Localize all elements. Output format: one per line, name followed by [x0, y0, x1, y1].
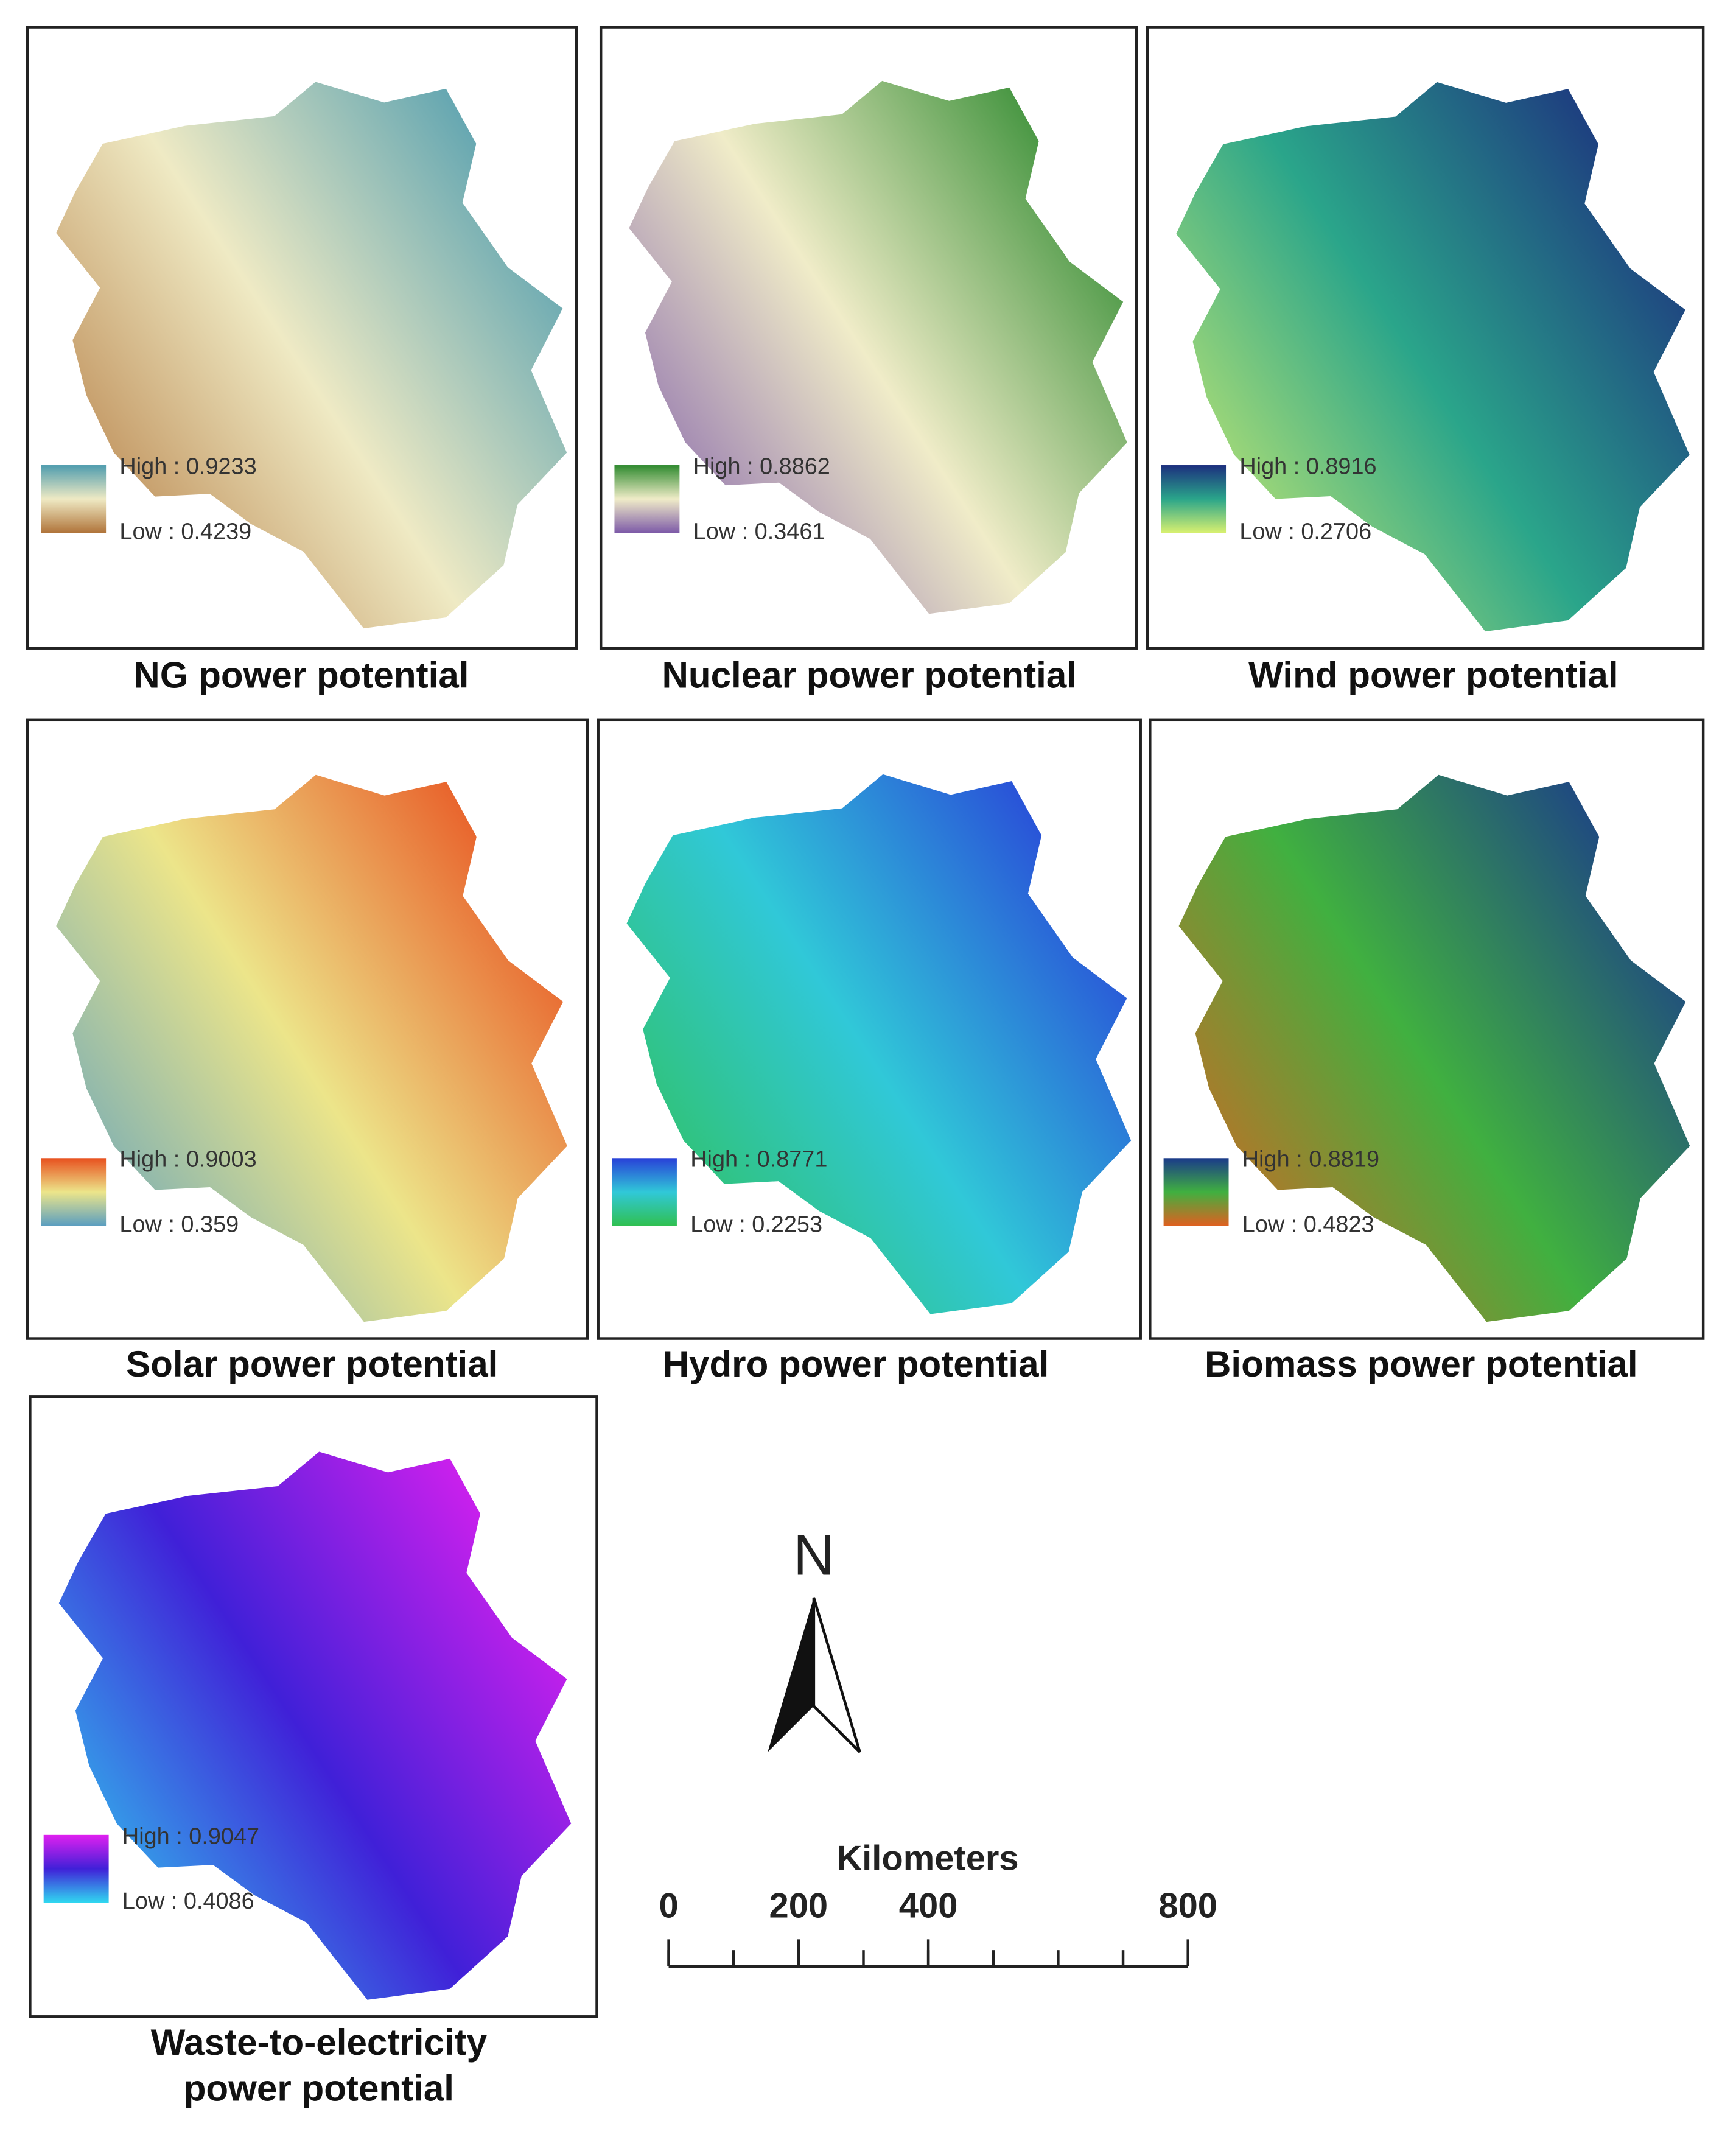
- scale-tick-label: 800: [1158, 1886, 1217, 1925]
- legend-swatch: [41, 1158, 107, 1226]
- panel-title: NG power potential: [133, 655, 469, 696]
- legend-high: High : 0.9233: [119, 454, 256, 479]
- map-panel: High : 0.8862 Low : 0.3461 Nuclear power p…: [599, 26, 1138, 696]
- scale-tick-label: 0: [659, 1886, 678, 1925]
- legend-high: High : 0.9003: [119, 1147, 256, 1173]
- scale-tick-label: 200: [769, 1886, 828, 1925]
- legend-low: Low : 0.2706: [1239, 519, 1371, 544]
- legend-low: Low : 0.4823: [1242, 1212, 1374, 1238]
- legend-swatch: [1161, 465, 1227, 533]
- north-label: N: [793, 1523, 835, 1587]
- legend-low: Low : 0.4086: [122, 1889, 254, 1914]
- legend-high: High : 0.8862: [693, 454, 830, 479]
- map-panel: High : 0.8819 Low : 0.4823 Biomass power p…: [1149, 718, 1705, 1384]
- legend-swatch: [41, 465, 107, 533]
- panel-title: Biomass power potential: [1205, 1344, 1638, 1384]
- north-arrow: N: [768, 1523, 861, 1753]
- legend-high: High : 0.8916: [1239, 454, 1376, 479]
- map-panel: High : 0.9047 Low : 0.4086 Waste-to-electr…: [29, 1395, 598, 2109]
- region-map: [1176, 82, 1690, 632]
- legend-swatch: [612, 1158, 677, 1226]
- legend-low: Low : 0.2253: [690, 1212, 822, 1238]
- legend-swatch: [43, 1834, 109, 1903]
- region-map: [56, 82, 567, 629]
- legend-high: High : 0.9047: [122, 1823, 259, 1849]
- region-map: [1178, 774, 1690, 1322]
- map-panel: High : 0.9003 Low : 0.359 Solar power pote…: [26, 718, 589, 1384]
- region-map: [626, 774, 1132, 1314]
- panel-title: power potential: [184, 2068, 454, 2109]
- map-panel: High : 0.8771 Low : 0.2253 Hydro power pot…: [597, 718, 1142, 1384]
- legend-high: High : 0.8819: [1242, 1147, 1379, 1173]
- region-map: [629, 80, 1127, 614]
- legend-swatch: [614, 465, 680, 533]
- map-panel: High : 0.9233 Low : 0.4239 NG power potent…: [26, 26, 578, 696]
- panel-title: Wind power potential: [1248, 655, 1618, 696]
- legend-low: Low : 0.4239: [119, 519, 251, 544]
- legend-swatch: [1163, 1158, 1229, 1226]
- legend-low: Low : 0.359: [119, 1212, 239, 1238]
- region-map: [56, 774, 567, 1322]
- map-panel: High : 0.8916 Low : 0.2706 Wind power pote…: [1146, 26, 1705, 696]
- scale-tick-label: 400: [899, 1886, 958, 1925]
- panel-title: Hydro power potential: [663, 1344, 1049, 1384]
- panel-title: Nuclear power potential: [662, 655, 1077, 696]
- panel-title: Waste-to-electricity: [151, 2022, 488, 2063]
- panel-title: Solar power potential: [126, 1344, 498, 1384]
- legend-low: Low : 0.3461: [693, 519, 825, 544]
- legend-high: High : 0.8771: [690, 1147, 827, 1173]
- scale-title: Kilometers: [836, 1839, 1018, 1878]
- region-map: [58, 1451, 572, 2000]
